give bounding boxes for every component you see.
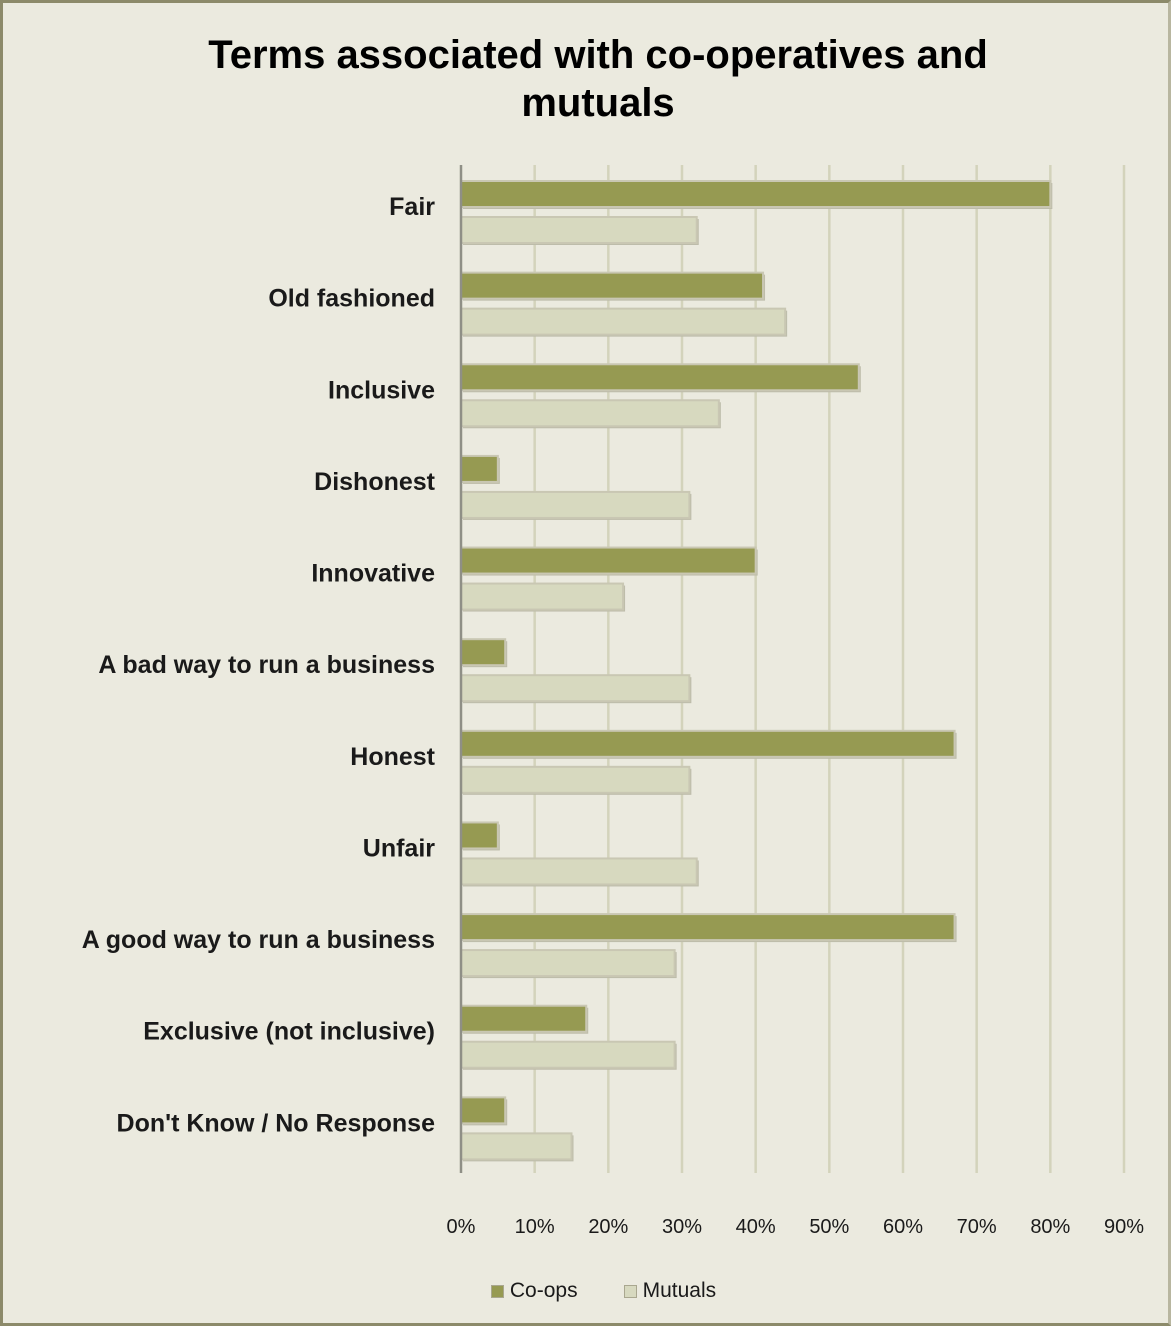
bar-mutuals	[460, 674, 691, 703]
x-tick-label: 0%	[447, 1216, 476, 1238]
bar-co-ops	[460, 454, 499, 483]
category-label: Honest	[350, 743, 435, 771]
x-tick-label: 30%	[662, 1216, 702, 1238]
category-label: Don't Know / No Response	[117, 1109, 436, 1137]
bar-co-ops	[460, 729, 956, 758]
legend-item-co-ops: Co-ops	[461, 1279, 578, 1303]
bar-mutuals	[460, 490, 691, 519]
bar-co-ops	[460, 1004, 588, 1033]
category-label: Inclusive	[328, 376, 435, 404]
bar-mutuals	[460, 1040, 676, 1069]
bar-co-ops	[460, 546, 757, 575]
bar-mutuals	[460, 216, 698, 244]
bar-mutuals	[460, 949, 676, 978]
category-label: Innovative	[311, 560, 435, 588]
legend-item-mutuals: Mutuals	[594, 1279, 717, 1303]
bar-mutuals	[460, 1132, 573, 1161]
x-tick-label: 90%	[1104, 1216, 1144, 1238]
category-label: Exclusive (not inclusive)	[143, 1018, 435, 1046]
category-label: Unfair	[363, 834, 436, 862]
chart-title: Terms associated with co-operatives and …	[208, 33, 988, 125]
bar-mutuals	[460, 307, 787, 336]
bar-mutuals	[460, 857, 698, 886]
bar-co-ops	[460, 363, 860, 392]
category-label: Dishonest	[314, 468, 436, 496]
bar-mutuals	[460, 582, 625, 611]
category-label: Old fashioned	[268, 285, 435, 313]
bar-co-ops	[460, 180, 1052, 208]
x-tick-label: 80%	[1030, 1216, 1070, 1238]
bar-co-ops	[460, 638, 507, 667]
bar-co-ops	[460, 913, 956, 942]
legend-label-co-ops: Co-ops	[509, 1279, 578, 1302]
bar-mutuals	[460, 765, 691, 794]
bar-co-ops	[460, 821, 499, 850]
bar-mutuals	[460, 399, 720, 428]
legend-label-mutuals: Mutuals	[642, 1279, 717, 1302]
x-tick-label: 50%	[809, 1216, 849, 1238]
category-label: Fair	[389, 193, 435, 221]
category-label: A bad way to run a business	[98, 651, 435, 679]
x-tick-label: 10%	[515, 1216, 555, 1238]
category-label: A good way to run a business	[82, 926, 435, 954]
x-tick-label: 20%	[588, 1216, 628, 1238]
x-tick-label: 70%	[957, 1216, 997, 1238]
x-tick-label: 40%	[736, 1216, 776, 1238]
x-tick-label: 60%	[883, 1216, 923, 1238]
legend: Co-ops Mutuals	[3, 1279, 1171, 1303]
bar-co-ops	[460, 1096, 507, 1125]
plot-area: Fair Old fashioned Inclusive Dishonest Innov…	[82, 165, 1144, 1238]
legend-swatch-co-ops	[490, 1284, 504, 1298]
bar-co-ops	[460, 271, 765, 300]
legend-swatch-mutuals	[623, 1284, 637, 1298]
